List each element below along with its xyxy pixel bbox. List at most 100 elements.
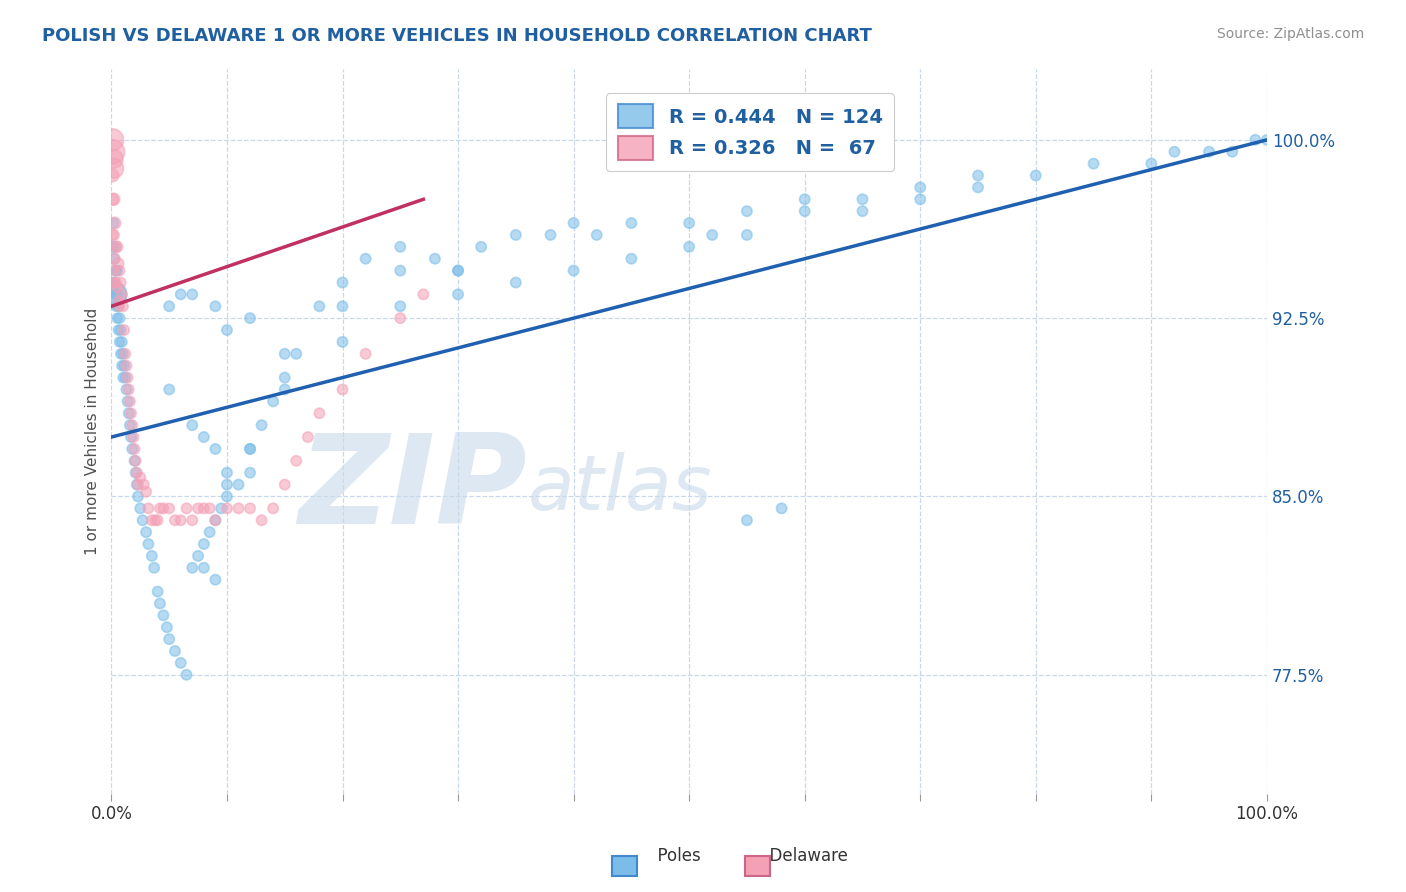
Point bbox=[1083, 156, 1105, 170]
Point bbox=[354, 252, 377, 266]
Point bbox=[447, 263, 470, 277]
Point bbox=[138, 537, 160, 551]
Point bbox=[239, 311, 262, 326]
Point bbox=[157, 632, 180, 647]
Point bbox=[163, 513, 186, 527]
Point bbox=[101, 276, 124, 290]
Point bbox=[103, 161, 125, 176]
Point bbox=[332, 383, 354, 397]
Point bbox=[910, 180, 932, 194]
Point bbox=[678, 240, 700, 254]
Point bbox=[101, 192, 124, 206]
Point bbox=[250, 513, 273, 527]
Point bbox=[332, 299, 354, 313]
Point bbox=[105, 280, 128, 294]
Point bbox=[111, 359, 134, 373]
Point bbox=[105, 299, 128, 313]
Point bbox=[101, 240, 124, 254]
Point bbox=[204, 299, 226, 313]
Point bbox=[308, 299, 330, 313]
Point bbox=[108, 334, 131, 349]
Text: ZIP: ZIP bbox=[298, 429, 527, 549]
Point bbox=[204, 513, 226, 527]
Point bbox=[505, 276, 527, 290]
Point bbox=[108, 311, 131, 326]
Point bbox=[149, 501, 172, 516]
Point bbox=[105, 263, 128, 277]
Point bbox=[105, 240, 128, 254]
Point bbox=[967, 180, 990, 194]
Point bbox=[215, 466, 238, 480]
Point bbox=[735, 227, 758, 242]
Point bbox=[103, 227, 125, 242]
Point bbox=[101, 169, 124, 183]
Point bbox=[101, 227, 124, 242]
Point bbox=[103, 152, 125, 166]
Point bbox=[124, 454, 146, 468]
Point bbox=[228, 501, 250, 516]
Point bbox=[111, 347, 134, 361]
Point bbox=[702, 227, 724, 242]
Point bbox=[114, 347, 136, 361]
Point bbox=[187, 501, 209, 516]
Point bbox=[851, 204, 873, 219]
Point bbox=[176, 667, 198, 681]
Point bbox=[297, 430, 319, 444]
Point bbox=[118, 394, 141, 409]
Point bbox=[118, 418, 141, 433]
Point bbox=[120, 430, 142, 444]
Point bbox=[104, 252, 127, 266]
Point bbox=[110, 276, 132, 290]
Point bbox=[423, 252, 446, 266]
Point bbox=[204, 573, 226, 587]
Point bbox=[274, 347, 297, 361]
Point bbox=[262, 394, 284, 409]
Point bbox=[389, 240, 412, 254]
Point bbox=[215, 501, 238, 516]
Point bbox=[193, 430, 215, 444]
Point bbox=[110, 347, 132, 361]
Text: atlas: atlas bbox=[527, 452, 711, 526]
Point bbox=[239, 501, 262, 516]
Point bbox=[121, 418, 143, 433]
Point bbox=[122, 430, 145, 444]
Point bbox=[118, 383, 141, 397]
Point bbox=[262, 501, 284, 516]
Point bbox=[735, 204, 758, 219]
Point bbox=[141, 513, 163, 527]
Point bbox=[124, 466, 146, 480]
Point bbox=[170, 513, 193, 527]
Y-axis label: 1 or more Vehicles in Household: 1 or more Vehicles in Household bbox=[86, 308, 100, 555]
Point bbox=[143, 513, 166, 527]
Point bbox=[412, 287, 434, 301]
Point bbox=[157, 299, 180, 313]
Point bbox=[1163, 145, 1185, 159]
Point bbox=[274, 477, 297, 491]
Point bbox=[141, 549, 163, 563]
Point bbox=[156, 620, 179, 634]
Point bbox=[131, 513, 153, 527]
Point bbox=[285, 347, 308, 361]
Point bbox=[149, 597, 172, 611]
Text: Source: ZipAtlas.com: Source: ZipAtlas.com bbox=[1216, 27, 1364, 41]
Point bbox=[146, 513, 169, 527]
Point bbox=[129, 470, 152, 484]
Point bbox=[104, 216, 127, 230]
Point bbox=[274, 370, 297, 384]
Point bbox=[215, 477, 238, 491]
Legend: R = 0.444   N = 124, R = 0.326   N =  67: R = 0.444 N = 124, R = 0.326 N = 67 bbox=[606, 93, 894, 171]
Point bbox=[585, 227, 607, 242]
Point bbox=[505, 227, 527, 242]
Point bbox=[104, 240, 127, 254]
Point bbox=[239, 466, 262, 480]
Point bbox=[143, 561, 166, 575]
Point bbox=[181, 418, 204, 433]
Point bbox=[967, 169, 990, 183]
Point bbox=[285, 454, 308, 468]
Text: POLISH VS DELAWARE 1 OR MORE VEHICLES IN HOUSEHOLD CORRELATION CHART: POLISH VS DELAWARE 1 OR MORE VEHICLES IN… bbox=[42, 27, 872, 45]
Point bbox=[204, 513, 226, 527]
Point bbox=[118, 406, 141, 420]
Point bbox=[1198, 145, 1220, 159]
Point bbox=[117, 370, 139, 384]
Point bbox=[209, 501, 232, 516]
